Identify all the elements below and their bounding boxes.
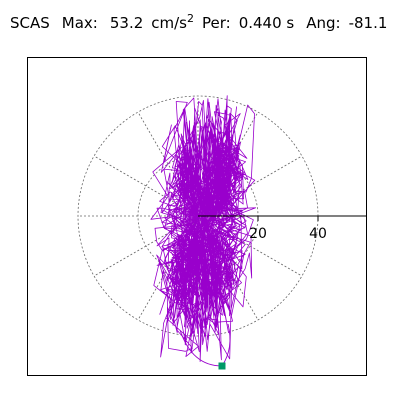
plot-header: SCAS Max: 53.2 cm/s2 Per: 0.440 s Ang: -81.1	[10, 12, 388, 34]
max-unit-exponent: 2	[187, 12, 194, 25]
trace-path	[150, 95, 257, 362]
max-label: Max:	[61, 14, 98, 32]
station-code: SCAS	[10, 14, 50, 32]
period-label: Per:	[202, 14, 231, 32]
radial-tick-labels: 20 40	[249, 216, 327, 242]
max-unit: cm/s	[151, 14, 187, 32]
marker-layer	[218, 362, 226, 370]
tick-label-40: 40	[309, 226, 327, 242]
end-point-marker	[218, 362, 226, 370]
angle-label: Ang:	[306, 14, 341, 32]
max-value: 53.2	[109, 14, 144, 32]
grid-spoke-330	[197, 215, 303, 277]
angle-value: -81.1	[348, 14, 388, 32]
tick-label-20: 20	[249, 226, 267, 242]
period-value: 0.440 s	[238, 14, 295, 32]
